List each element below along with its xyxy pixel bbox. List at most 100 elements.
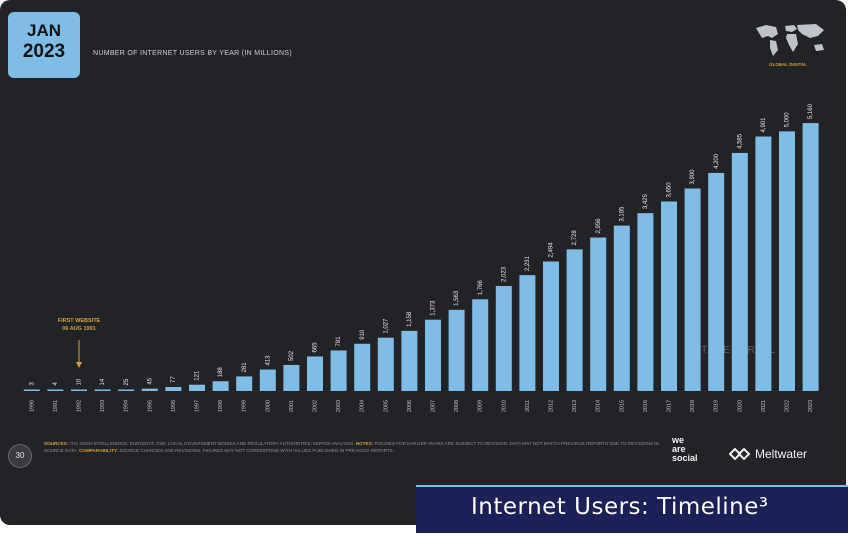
data-label-1998: 188 [218,367,224,378]
data-label-2015: 3,185 [619,206,625,222]
tick-label-1997: 1997 [194,400,200,412]
data-label-1997: 121 [195,370,201,381]
tick-label-2016: 2016 [643,400,649,412]
tick-label-2007: 2007 [430,400,436,412]
brand-are: are [672,444,686,454]
meltwater-text: Meltwater [755,447,808,461]
world-map-icon [756,24,824,56]
data-label-2020: 4,585 [737,133,743,149]
tick-label-1991: 1991 [53,400,59,412]
bar-1998 [212,381,229,391]
data-label-2013: 2,728 [572,230,578,246]
tick-label-2023: 2023 [808,400,814,412]
title-banner [416,485,848,533]
bar-2005 [377,337,394,391]
sources-label: SOURCES: [44,441,69,446]
bar-1990 [23,389,40,391]
bar-1996 [165,387,182,391]
badge-year: 2023 [22,41,66,62]
data-label-1992: 10 [77,378,83,385]
bar-1993 [94,389,111,391]
bar-chart: 3 1990 4 1991 10 1992 14 1993 25 1994 45 1995 77 1996… [23,103,819,412]
tick-label-2002: 2002 [312,400,318,412]
data-label-2014: 2,956 [596,218,602,234]
comparability-label: COMPARABILITY: [79,448,119,453]
data-label-2005: 1,027 [383,318,389,334]
brand-social: social [672,453,698,463]
data-label-1994: 25 [124,378,130,385]
tick-label-2005: 2005 [383,400,389,412]
watermark: DATAREPORTAL [686,345,777,356]
data-label-2021: 4,901 [761,117,767,133]
bar-1994 [118,389,135,391]
notes-body: FIGURES FOR EARLIER YEARS ARE SUBJECT TO… [44,441,659,453]
tick-label-1998: 1998 [218,400,224,412]
data-label-1990: 3 [29,382,35,386]
bar-2012 [543,261,559,391]
data-label-1991: 4 [53,382,59,386]
bar-1997 [189,384,205,391]
bar-2001 [283,364,300,391]
meltwater-mark-icon [729,448,751,460]
tick-label-2021: 2021 [761,400,767,412]
tick-label-1994: 1994 [124,400,130,412]
bar-2009 [472,299,489,391]
sources-body: ITU; GSMA INTELLIGENCE; EUROSTAT; GWI; L… [69,441,355,446]
bar-2006 [401,330,418,391]
banner-title: Internet Users: Timeline³ [471,494,769,520]
data-label-1993: 14 [100,378,106,385]
bar-2011 [519,275,536,391]
data-label-2000: 413 [265,355,271,366]
tick-label-1993: 1993 [100,400,106,412]
data-label-2004: 910 [360,329,366,340]
bar-1992 [71,389,87,391]
data-label-2017: 3,650 [667,182,673,198]
data-label-2009: 1,766 [478,280,484,296]
bar-2022 [779,131,795,391]
badge-month: JAN [26,21,61,40]
tick-label-2009: 2009 [478,400,484,412]
tick-label-2017: 2017 [666,400,672,412]
tick-label-2010: 2010 [501,400,507,412]
bar-2016 [637,213,654,391]
bar-2000 [259,369,276,391]
tick-label-2006: 2006 [407,400,413,412]
data-label-1996: 77 [171,376,177,383]
data-label-2008: 1,563 [454,290,460,306]
bar-2018 [684,188,701,391]
annotation-line1: FIRST WEBSITE [58,318,101,324]
data-label-1995: 45 [147,377,153,384]
tick-label-2022: 2022 [784,400,790,412]
brand-we: we [672,435,685,445]
annotation-arrow-head [76,362,82,368]
tick-label-2004: 2004 [360,400,366,412]
tick-label-2018: 2018 [690,400,696,412]
date-badge: JAN 2023 [8,12,80,78]
bar-2008 [448,309,465,391]
tick-label-2008: 2008 [454,400,460,412]
bar-2010 [495,285,512,391]
global-digital-label: GLOBAL DIGITAL [769,62,807,67]
bar-2014 [590,237,607,391]
data-label-2001: 502 [289,350,295,361]
sources-text: SOURCES: ITU; GSMA INTELLIGENCE; EUROSTA… [44,440,659,454]
tick-label-1990: 1990 [29,400,35,412]
bar-2004 [354,343,371,391]
tick-label-1992: 1992 [76,400,82,412]
data-label-2023: 5,160 [808,103,814,119]
tick-label-2015: 2015 [619,400,625,412]
data-label-2003: 781 [336,336,342,347]
notes-label: NOTES: [355,441,374,446]
data-label-2007: 1,373 [431,300,437,316]
bar-2013 [566,249,583,391]
chart-title: NUMBER OF INTERNET USERS BY YEAR (IN MIL… [93,50,292,57]
slide: JAN 2023 NUMBER OF INTERNET USERS BY YEA… [0,0,846,525]
tick-label-2014: 2014 [596,400,602,412]
bar-1995 [141,388,158,391]
data-label-1999: 281 [242,362,248,373]
tick-label-1996: 1996 [171,400,177,412]
data-label-2002: 665 [313,342,319,353]
bar-2023 [802,123,819,392]
bar-2019 [708,172,725,391]
data-label-2016: 3,425 [643,193,649,209]
